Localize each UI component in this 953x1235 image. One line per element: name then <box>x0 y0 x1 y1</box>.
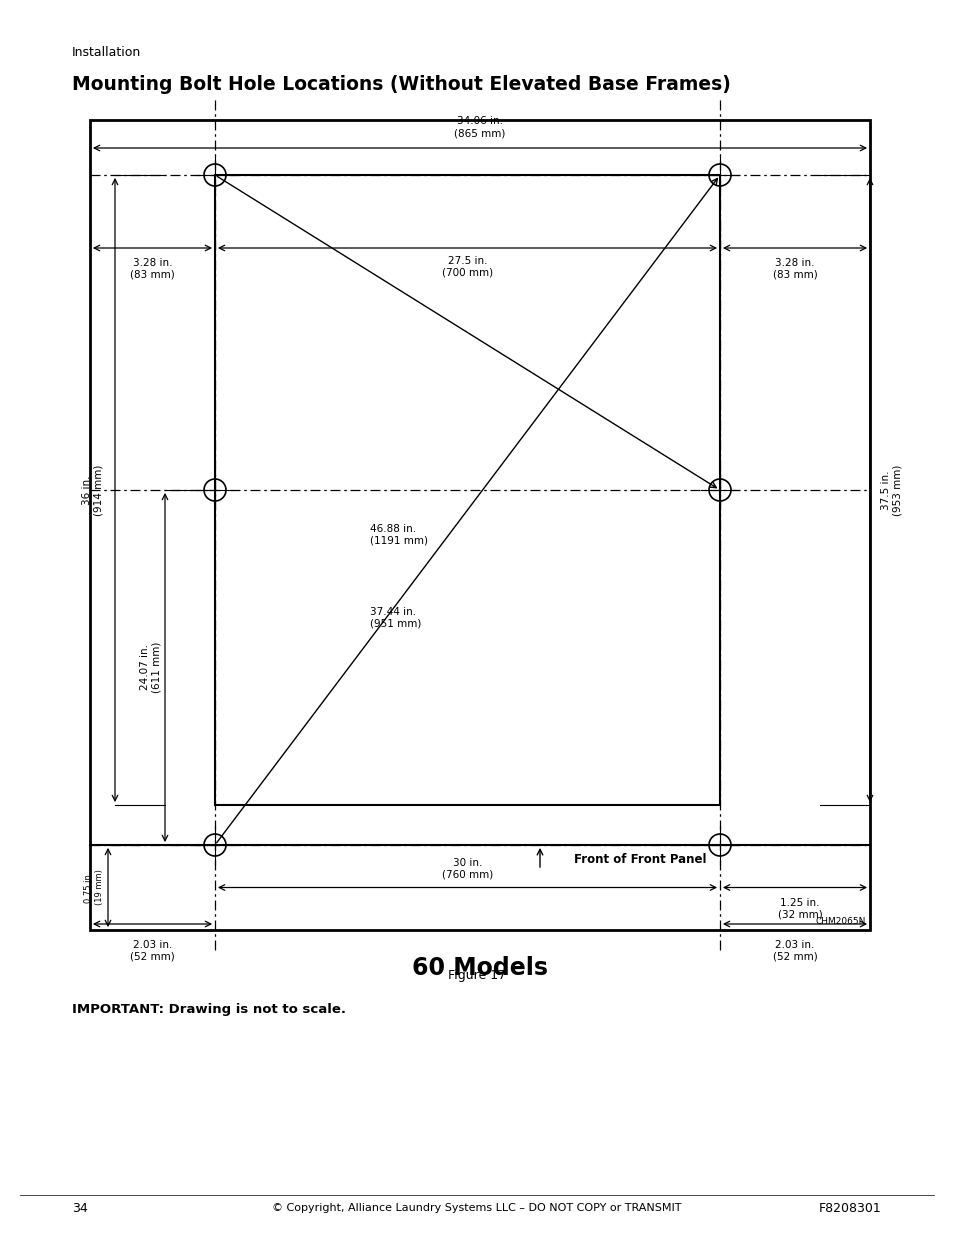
Text: IMPORTANT: Drawing is not to scale.: IMPORTANT: Drawing is not to scale. <box>71 1004 346 1016</box>
Text: 30 in.
(760 mm): 30 in. (760 mm) <box>441 858 493 879</box>
Text: 34: 34 <box>71 1202 88 1214</box>
Text: 27.5 in.
(700 mm): 27.5 in. (700 mm) <box>441 256 493 278</box>
Text: F8208301: F8208301 <box>819 1202 882 1214</box>
Text: 34.06 in.
(865 mm): 34.06 in. (865 mm) <box>454 116 505 138</box>
Text: Installation: Installation <box>71 46 141 58</box>
Text: 37.44 in.
(951 mm): 37.44 in. (951 mm) <box>370 608 421 629</box>
Text: 1.25 in.
(32 mm): 1.25 in. (32 mm) <box>777 898 821 919</box>
Text: 46.88 in.
(1191 mm): 46.88 in. (1191 mm) <box>370 524 428 546</box>
Text: 2.03 in.
(52 mm): 2.03 in. (52 mm) <box>772 940 817 962</box>
Text: 24.07 in.
(611 mm): 24.07 in. (611 mm) <box>140 642 162 693</box>
Text: CHM2065N: CHM2065N <box>815 918 865 926</box>
Text: 36 in.
(914 mm): 36 in. (914 mm) <box>82 464 104 516</box>
Text: 37.5 in.
(953 mm): 37.5 in. (953 mm) <box>881 464 902 516</box>
Text: Front of Front Panel: Front of Front Panel <box>573 853 705 866</box>
Text: 3.28 in.
(83 mm): 3.28 in. (83 mm) <box>772 258 817 279</box>
Text: 2.03 in.
(52 mm): 2.03 in. (52 mm) <box>130 940 174 962</box>
Text: © Copyright, Alliance Laundry Systems LLC – DO NOT COPY or TRANSMIT: © Copyright, Alliance Laundry Systems LL… <box>272 1203 681 1213</box>
Text: Mounting Bolt Hole Locations (Without Elevated Base Frames): Mounting Bolt Hole Locations (Without El… <box>71 75 730 95</box>
Text: Figure 17: Figure 17 <box>448 968 505 982</box>
Text: 60 Models: 60 Models <box>412 956 547 981</box>
Text: 3.28 in.
(83 mm): 3.28 in. (83 mm) <box>130 258 174 279</box>
Text: 0.75 in.
(19 mm): 0.75 in. (19 mm) <box>84 869 104 905</box>
